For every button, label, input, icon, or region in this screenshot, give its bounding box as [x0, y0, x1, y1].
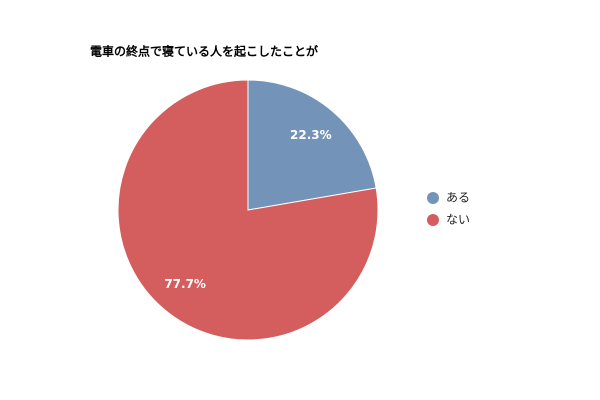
- value-label: 22.3%: [290, 128, 332, 142]
- legend-swatch: [427, 192, 439, 204]
- legend-label: ない: [446, 213, 470, 227]
- pie-slice: [247, 79, 377, 211]
- pie-slice: [117, 79, 379, 341]
- value-label: 77.7%: [164, 277, 206, 291]
- legend-label: ある: [446, 191, 470, 205]
- chart-title: 電車の終点で寝ている人を起こしたことが: [90, 44, 318, 59]
- legend-swatch: [427, 214, 439, 226]
